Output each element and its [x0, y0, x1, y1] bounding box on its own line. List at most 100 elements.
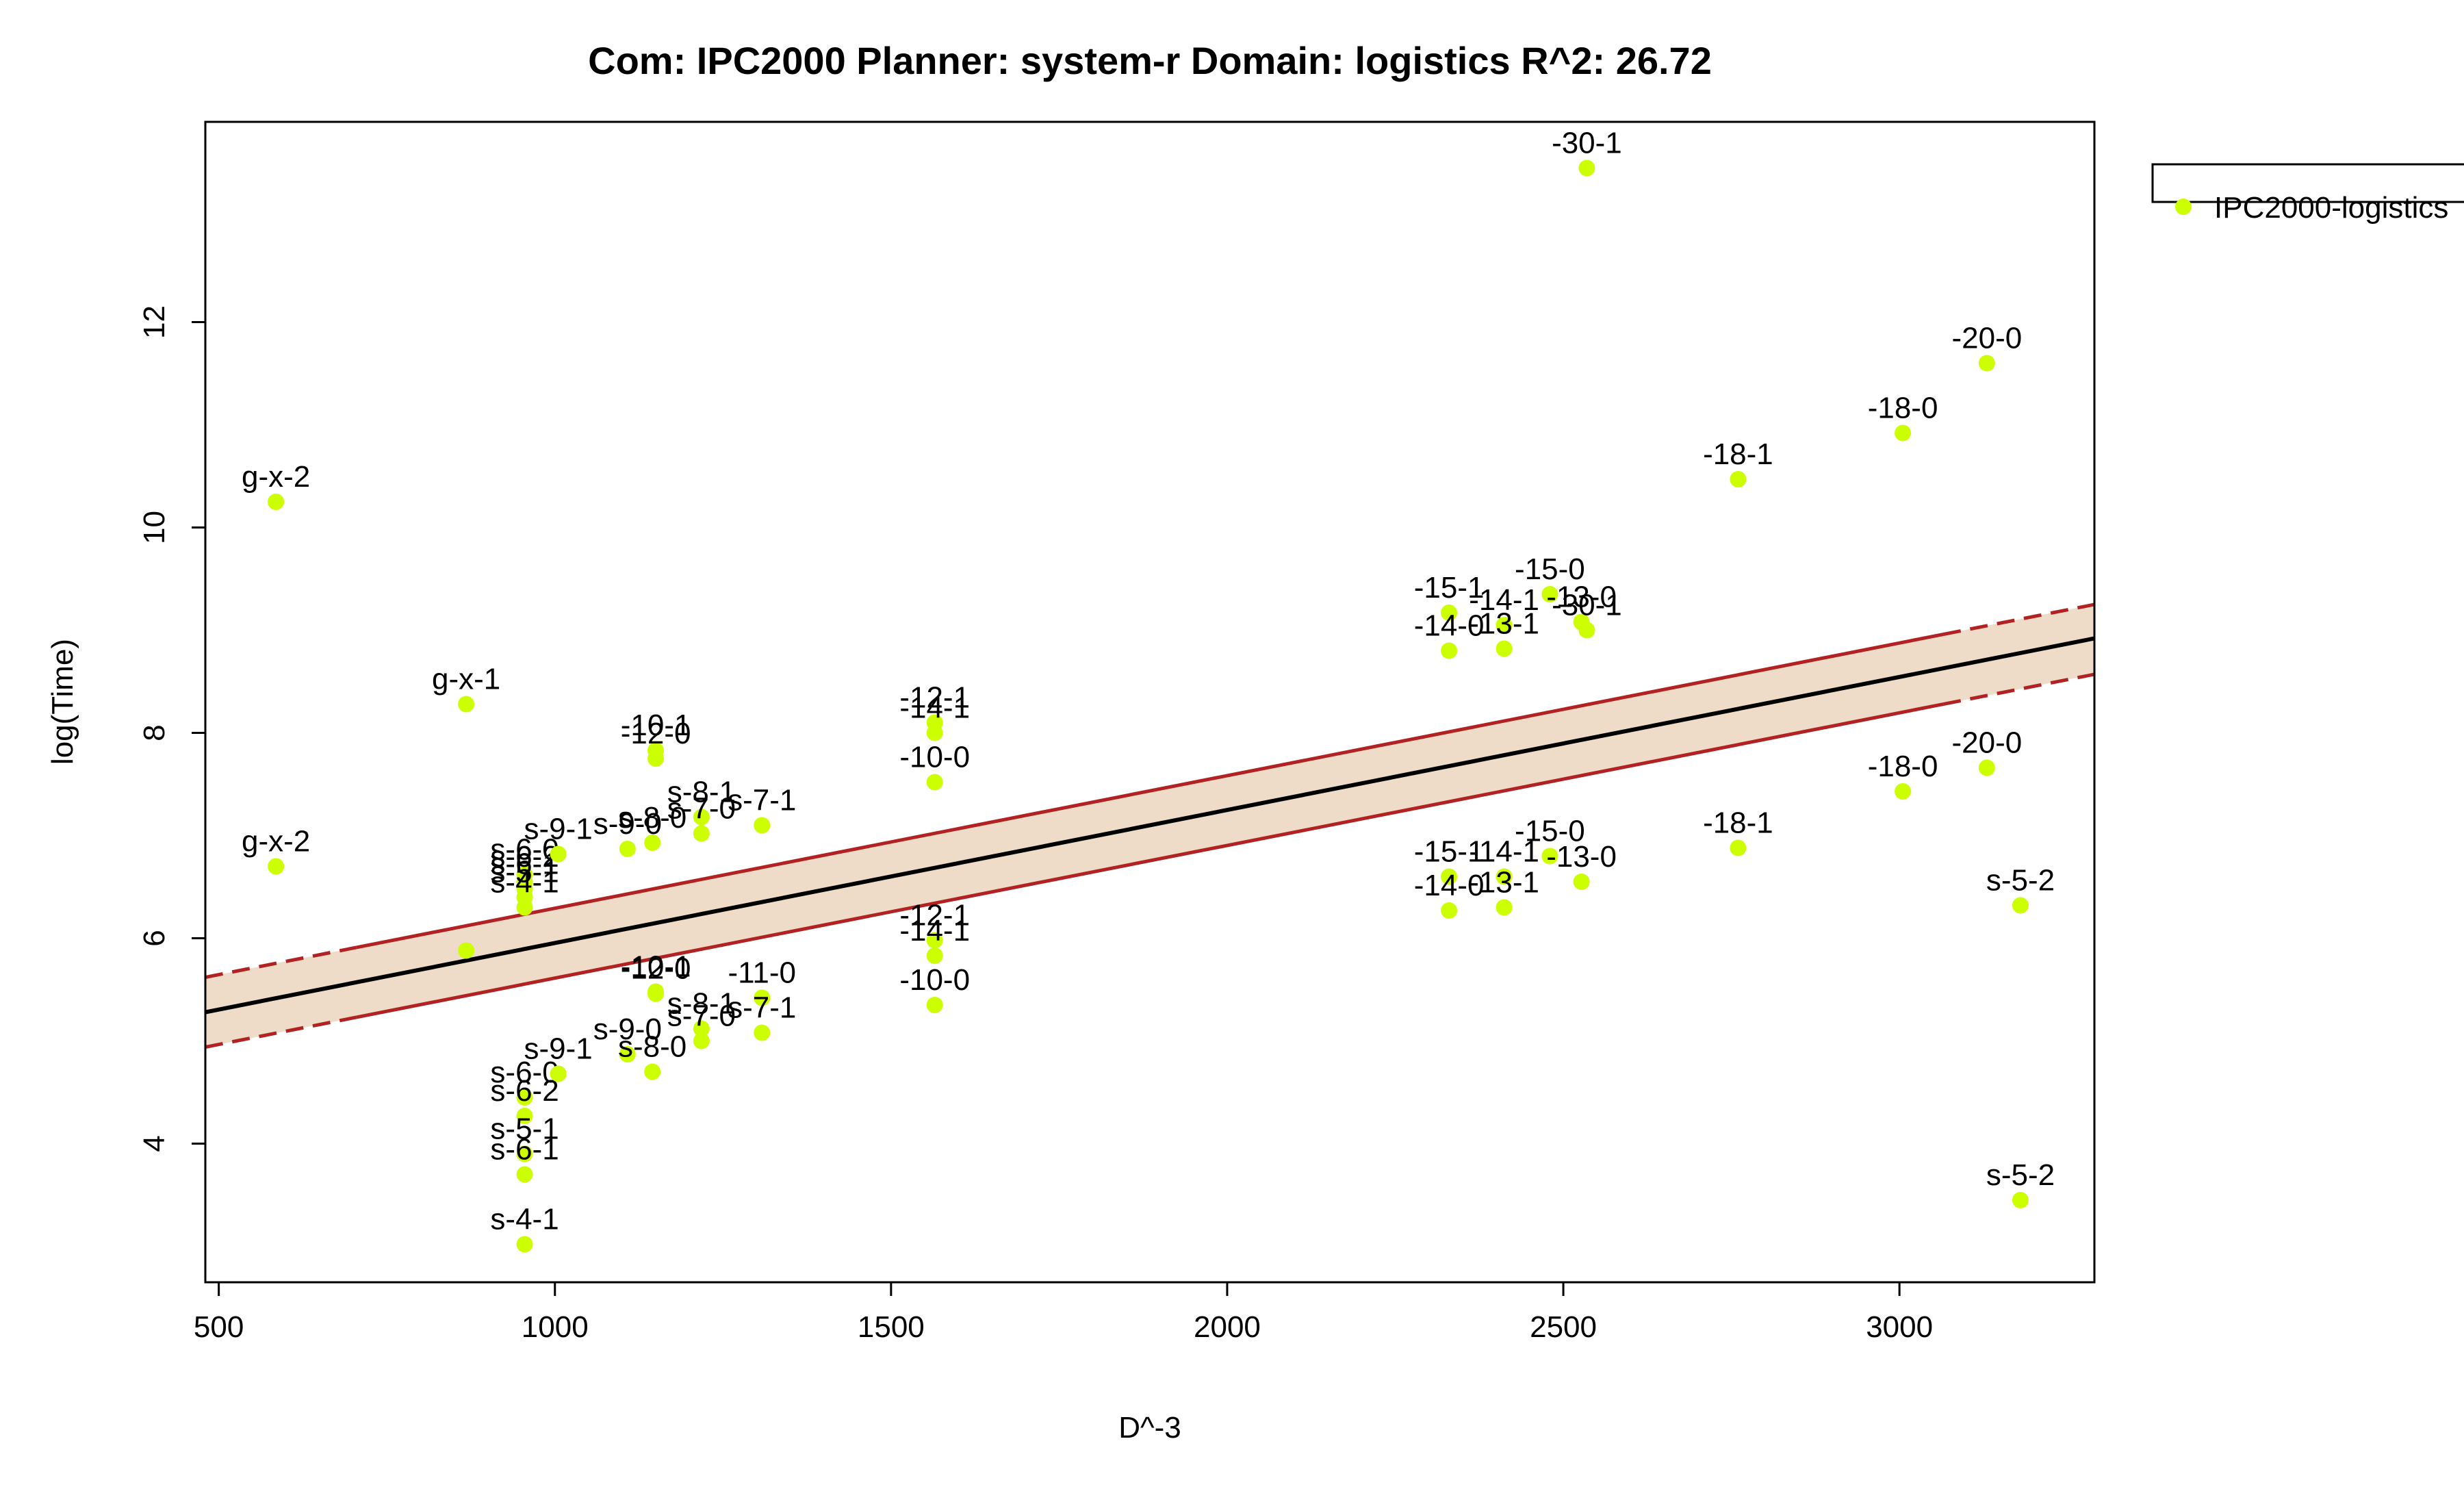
point-label: -18-0 — [1868, 392, 1938, 425]
y-tick-label: 10 — [138, 511, 171, 544]
data-point — [1978, 759, 1995, 776]
point-label: -13-1 — [1469, 607, 1539, 641]
point-label: -12-0 — [621, 952, 691, 986]
point-label: -14-1 — [1469, 583, 1539, 617]
data-point — [619, 1046, 636, 1062]
data-point — [268, 858, 285, 875]
data-point — [1496, 899, 1513, 916]
data-point — [1573, 874, 1590, 890]
data-point — [693, 1032, 710, 1049]
point-label: s-9-1 — [524, 813, 593, 846]
point-label: -10-1 — [621, 709, 691, 742]
point-label: -18-1 — [1703, 806, 1773, 840]
y-tick-label: 4 — [138, 1135, 171, 1151]
point-label: -13-0 — [1546, 840, 1617, 874]
point-label: s-8-1 — [667, 987, 736, 1021]
data-point — [1730, 839, 1747, 856]
point-label: s-6-2 — [490, 1074, 559, 1108]
point-label: -13-1 — [1469, 866, 1539, 900]
point-label: -30-1 — [1552, 127, 1622, 160]
x-axis-label: D^-3 — [1118, 1411, 1181, 1445]
data-point — [926, 774, 943, 791]
point-label: -30-1 — [1552, 589, 1622, 622]
point-label: -12-0 — [621, 717, 691, 750]
point-label: -14-1 — [899, 914, 970, 947]
legend-box — [2151, 163, 2464, 203]
data-point — [1441, 902, 1458, 919]
point-label: s-6-1 — [490, 1133, 559, 1167]
point-label: s-6-1 — [490, 848, 559, 881]
regression-line — [205, 636, 2094, 1015]
point-label: -14-1 — [1469, 835, 1539, 869]
band-lower-edge — [356, 702, 1944, 1019]
data-point — [1441, 642, 1458, 659]
x-tick-label: 2500 — [1530, 1310, 1597, 1344]
data-point — [1578, 622, 1595, 639]
y-axis-label: log(Time) — [46, 639, 79, 765]
point-label: -15-0 — [1515, 815, 1585, 848]
data-point — [516, 1089, 533, 1106]
x-tick-label: 1000 — [522, 1310, 589, 1344]
data-point — [458, 942, 475, 959]
legend-marker — [2175, 199, 2192, 215]
data-point — [550, 845, 567, 863]
data-point — [1496, 617, 1513, 633]
point-label: -14-0 — [1414, 609, 1485, 643]
point-label: s-5-1 — [490, 856, 559, 889]
point-label: -10-0 — [899, 963, 970, 997]
data-point — [516, 1166, 533, 1183]
point-label: -15-1 — [1414, 571, 1485, 604]
legend: IPC2000-logistics — [2151, 163, 2464, 225]
point-label: -11-0 — [728, 956, 796, 990]
data-points: g-x-2g-x-2g-x-1s-6-0s-6-2s-6-1s-5-1s-4-1… — [242, 127, 2055, 1253]
point-label: s-9-0 — [593, 1013, 662, 1046]
point-label: s-5-2 — [1986, 864, 2055, 898]
band-upper-edge — [356, 633, 1944, 950]
point-label: -10-0 — [899, 741, 970, 774]
data-point — [644, 835, 661, 851]
point-label: -12-1 — [899, 681, 970, 715]
data-point — [619, 841, 636, 857]
point-label: -20-0 — [1951, 726, 2022, 760]
data-point — [1978, 355, 1995, 372]
point-label: -12-1 — [899, 899, 970, 932]
chart-title: Com: IPC2000 Planner: system-r Domain: l… — [588, 39, 1712, 82]
data-point — [644, 1063, 661, 1080]
data-point — [516, 1108, 533, 1124]
x-tick-label: 500 — [194, 1310, 244, 1344]
point-label: s-7-1 — [728, 784, 796, 817]
data-point — [550, 1065, 567, 1082]
data-point — [1541, 848, 1558, 865]
data-point — [926, 724, 943, 741]
data-point — [268, 494, 285, 510]
y-tick-label: 12 — [138, 305, 171, 339]
data-point — [1441, 604, 1458, 621]
x-tick-label: 3000 — [1866, 1310, 1933, 1344]
y-tick-label: 8 — [138, 724, 171, 741]
point-label: -10-1 — [621, 950, 691, 984]
data-point — [516, 1145, 533, 1162]
point-label: s-5-2 — [1986, 1158, 2055, 1192]
point-label: s-6-0 — [490, 833, 559, 867]
point-label: s-7-0 — [667, 792, 736, 826]
data-point — [693, 825, 710, 842]
data-point — [926, 947, 943, 964]
data-point — [754, 817, 771, 834]
point-label: -14-0 — [1414, 869, 1485, 902]
data-point — [1578, 160, 1595, 177]
point-label: -13-0 — [1546, 581, 1617, 614]
data-point — [926, 997, 943, 1013]
data-point — [516, 1236, 533, 1253]
data-point — [1895, 424, 1912, 442]
x-tick-label: 2000 — [1194, 1310, 1261, 1344]
point-label: g-x-2 — [242, 460, 310, 494]
data-point — [1730, 471, 1747, 487]
confidence-band — [205, 602, 2094, 1049]
x-axis: 500 1000 1500 2000 2500 3000 — [194, 1281, 1933, 1344]
data-point — [693, 1020, 710, 1037]
y-axis: 4 6 8 10 12 — [138, 305, 207, 1152]
data-point — [2012, 897, 2029, 914]
data-point — [647, 750, 665, 767]
legend-label: IPC2000-logistics — [2214, 191, 2448, 225]
